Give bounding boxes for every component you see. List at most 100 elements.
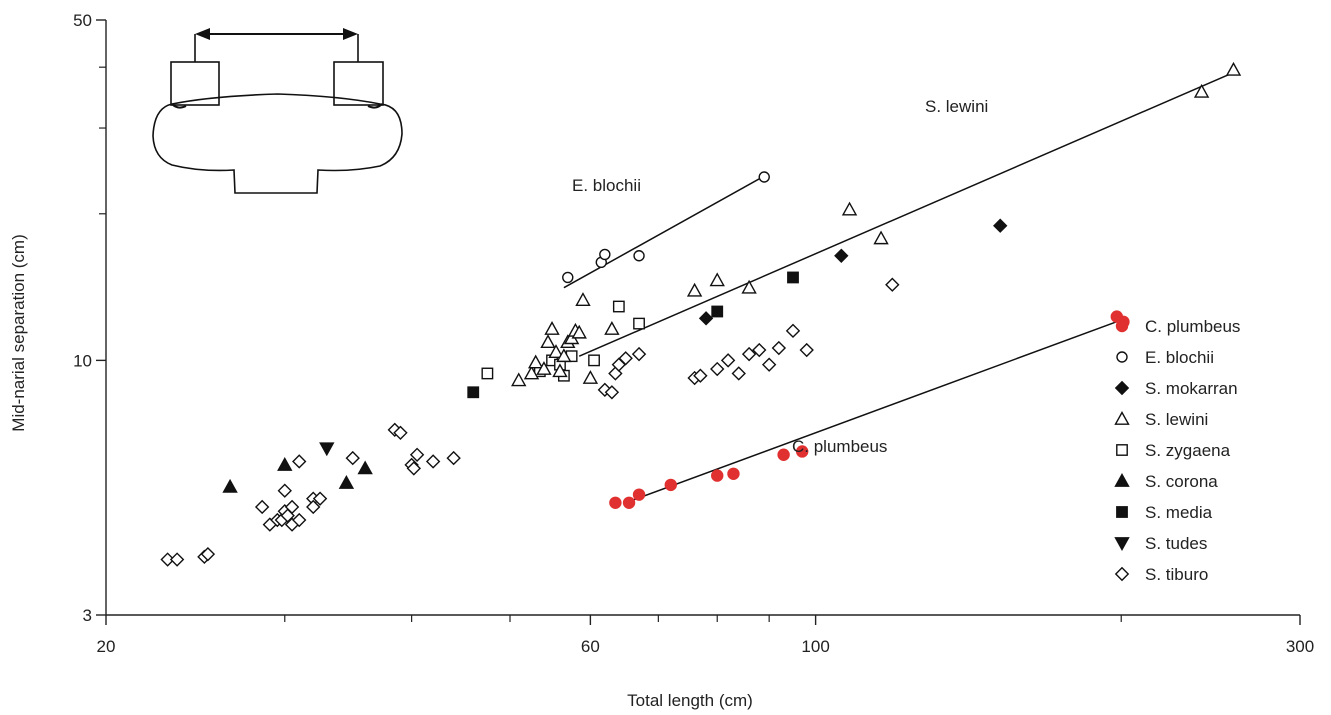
legend: C. plumbeus E. blochii S. mokarran S. lewin…	[1114, 317, 1240, 584]
right-nostril-mark	[367, 103, 383, 109]
point-e-blochii	[758, 171, 770, 183]
legend-item-s-lewini: S. lewini	[1114, 410, 1208, 429]
series-s-corona	[222, 456, 373, 493]
point-s-tiburo	[200, 546, 216, 562]
legend-marker-s-zygaena	[1116, 444, 1128, 456]
legend-marker-e-blochii	[1116, 351, 1128, 363]
point-s-zygaena	[481, 367, 494, 380]
point-s-tiburo	[604, 385, 620, 400]
point-s-lewini	[544, 321, 560, 335]
legend-label: S. lewini	[1145, 410, 1208, 429]
fit-line-c-plumbeus	[625, 319, 1122, 504]
point-s-tiburo	[160, 552, 175, 567]
series-c-plumbeus	[609, 310, 1130, 509]
point-s-lewini	[571, 324, 587, 339]
point-s-lewini	[1225, 61, 1242, 76]
point-s-lewini	[686, 282, 703, 297]
point-s-lewini	[1193, 83, 1210, 98]
legend-marker-s-media	[1116, 506, 1128, 518]
point-s-zygaena	[612, 300, 625, 313]
legend-item-s-tiburo: S. tiburo	[1114, 565, 1208, 584]
point-c-plumbeus	[795, 445, 809, 458]
point-s-tiburo	[761, 357, 777, 372]
point-s-media	[467, 386, 480, 399]
point-s-zygaena	[588, 354, 600, 367]
legend-item-s-tudes: S. tudes	[1114, 534, 1207, 553]
point-s-tiburo	[771, 340, 787, 356]
point-s-tiburo	[446, 450, 461, 466]
legend-marker-s-corona	[1114, 473, 1130, 487]
series-s-tiburo	[160, 277, 900, 567]
y-axis-label: Mid-narial separation (cm)	[9, 234, 28, 431]
y-tick-label: 10	[73, 351, 92, 370]
point-s-corona	[222, 478, 238, 493]
point-s-tiburo	[284, 499, 300, 515]
point-s-lewini	[575, 292, 591, 306]
point-s-tiburo	[425, 454, 441, 469]
point-s-zygaena	[633, 317, 645, 330]
legend-label: C. plumbeus	[1145, 317, 1240, 336]
point-s-tiburo	[720, 353, 736, 368]
legend-item-s-media: S. media	[1116, 503, 1213, 522]
point-s-corona	[357, 460, 373, 475]
legend-marker-s-lewini	[1114, 411, 1130, 425]
hammerhead-head-diagram	[152, 28, 403, 194]
point-c-plumbeus	[622, 496, 636, 509]
series-s-mokarran	[698, 218, 1008, 326]
annotation-e-blochii: E. blochii	[572, 176, 641, 195]
point-s-tiburo	[631, 346, 647, 362]
point-s-lewini	[604, 321, 620, 335]
point-s-mokarran	[698, 311, 714, 326]
legend-item-s-zygaena: S. zygaena	[1116, 441, 1231, 460]
data-points	[160, 61, 1242, 567]
point-s-mokarran	[834, 248, 849, 263]
legend-marker-s-mokarran	[1114, 380, 1130, 396]
point-s-tiburo	[292, 454, 307, 469]
point-s-tiburo	[292, 512, 307, 528]
point-s-tiburo	[693, 368, 708, 383]
point-c-plumbeus	[664, 478, 677, 492]
point-c-plumbeus	[711, 469, 724, 482]
legend-label: S. tudes	[1145, 534, 1207, 553]
point-s-tiburo	[731, 366, 746, 381]
x-tick-label: 20	[97, 637, 116, 656]
point-s-mokarran	[993, 218, 1008, 233]
annotation-c-plumbeus: C. plumbeus	[792, 437, 887, 456]
point-s-lewini	[582, 370, 599, 384]
point-s-tiburo	[409, 447, 425, 462]
point-s-tiburo	[306, 499, 321, 515]
legend-label: S. tiburo	[1145, 565, 1208, 584]
point-e-blochii	[599, 248, 611, 261]
point-e-blochii	[633, 250, 645, 262]
point-s-tiburo	[406, 461, 422, 476]
point-s-media	[711, 305, 724, 318]
point-c-plumbeus	[609, 496, 622, 509]
regression-lines	[563, 71, 1234, 504]
series-s-tudes	[319, 442, 335, 457]
legend-label: S. media	[1145, 503, 1213, 522]
x-axis-label: Total length (cm)	[627, 691, 753, 710]
x-tick-label: 300	[1286, 637, 1314, 656]
point-s-lewini	[548, 344, 564, 358]
point-s-media	[787, 271, 799, 284]
legend-item-c-plumbeus: C. plumbeus	[1115, 317, 1240, 336]
series-s-media	[467, 271, 799, 399]
point-s-lewini	[540, 334, 556, 349]
point-s-lewini	[556, 348, 572, 363]
point-s-lewini	[511, 372, 527, 387]
point-s-tiburo	[169, 552, 185, 567]
point-c-plumbeus	[777, 448, 790, 461]
legend-label: S. zygaena	[1145, 441, 1231, 460]
legend-marker-s-tiburo	[1114, 566, 1130, 582]
point-s-tiburo	[393, 425, 408, 440]
point-s-tiburo	[254, 499, 270, 515]
legend-marker-s-tudes	[1114, 537, 1130, 551]
point-s-tiburo	[345, 450, 360, 466]
x-tick-label: 100	[801, 637, 829, 656]
legend-item-e-blochii: E. blochii	[1116, 348, 1214, 367]
point-s-tiburo	[277, 483, 292, 498]
legend-item-s-corona: S. corona	[1114, 472, 1218, 491]
point-c-plumbeus	[727, 467, 740, 480]
point-s-lewini	[528, 354, 544, 369]
